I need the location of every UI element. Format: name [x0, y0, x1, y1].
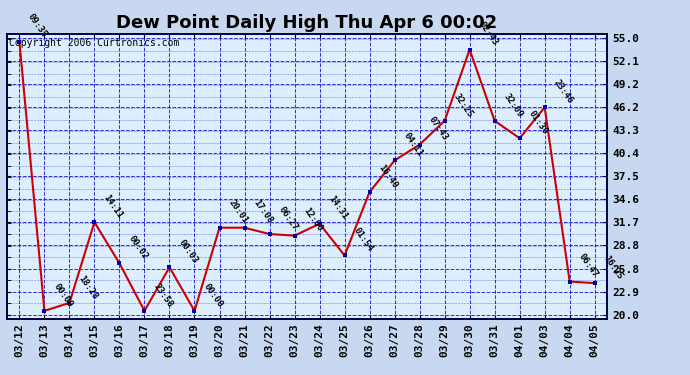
Point	[189, 308, 200, 314]
Point	[64, 300, 75, 306]
Text: 12:00: 12:00	[302, 206, 324, 234]
Text: Copyright 2006 Curtronics.com: Copyright 2006 Curtronics.com	[9, 38, 179, 48]
Point	[389, 158, 400, 164]
Text: 16:25: 16:25	[602, 254, 624, 281]
Text: 18:28: 18:28	[77, 274, 99, 301]
Point	[289, 232, 300, 238]
Point	[589, 280, 600, 286]
Point	[239, 225, 250, 231]
Text: 14:11: 14:11	[101, 193, 124, 220]
Text: 00:03: 00:03	[177, 238, 199, 265]
Point	[339, 252, 350, 258]
Point	[139, 308, 150, 314]
Point	[489, 118, 500, 124]
Text: 02:43: 02:43	[477, 20, 500, 47]
Text: 09:35: 09:35	[26, 12, 49, 39]
Text: 00:00: 00:00	[51, 282, 74, 309]
Text: 20:01: 20:01	[226, 198, 249, 225]
Point	[14, 39, 25, 45]
Point	[514, 135, 525, 141]
Point	[89, 219, 100, 225]
Text: 17:08: 17:08	[251, 198, 274, 225]
Point	[539, 104, 550, 110]
Text: 01:30: 01:30	[526, 109, 549, 136]
Text: 23:58: 23:58	[151, 282, 174, 309]
Text: 32:09: 32:09	[502, 92, 524, 118]
Point	[364, 189, 375, 195]
Point	[439, 118, 450, 124]
Point	[164, 264, 175, 270]
Title: Dew Point Daily High Thu Apr 6 00:02: Dew Point Daily High Thu Apr 6 00:02	[117, 14, 497, 32]
Point	[114, 260, 125, 266]
Text: 01:54: 01:54	[351, 226, 374, 253]
Text: 04:11: 04:11	[402, 131, 424, 158]
Point	[564, 279, 575, 285]
Text: 06:27: 06:27	[277, 205, 299, 232]
Point	[464, 46, 475, 53]
Text: 00:00: 00:00	[201, 282, 224, 309]
Point	[264, 231, 275, 237]
Text: 00:02: 00:02	[126, 234, 149, 261]
Point	[314, 221, 325, 227]
Point	[414, 142, 425, 148]
Text: 23:46: 23:46	[551, 78, 574, 105]
Text: 14:31: 14:31	[326, 194, 349, 222]
Text: 16:40: 16:40	[377, 163, 400, 190]
Text: 07:43: 07:43	[426, 115, 449, 142]
Point	[39, 308, 50, 314]
Text: 06:47: 06:47	[577, 252, 600, 279]
Text: 32:25: 32:25	[451, 92, 474, 118]
Point	[214, 225, 225, 231]
